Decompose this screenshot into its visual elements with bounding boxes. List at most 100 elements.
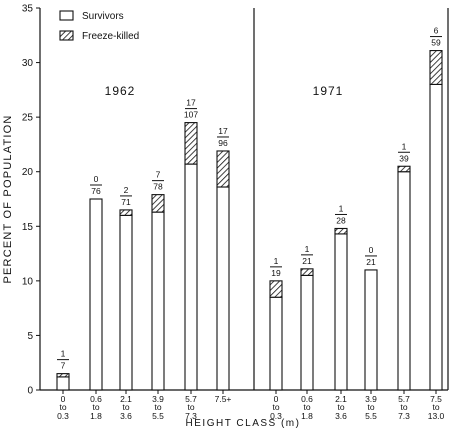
y-tick-label: 25 bbox=[22, 113, 34, 124]
x-tick-label-mid: to bbox=[303, 402, 310, 412]
bar-freeze-killed-1962-0 bbox=[56, 373, 70, 378]
bar-label-numerator: 0 bbox=[369, 245, 374, 255]
x-tick-label-mid: to bbox=[367, 402, 374, 412]
bar-freeze-killed-1971-0 bbox=[269, 280, 283, 298]
bar-label-denominator: 76 bbox=[91, 186, 101, 196]
x-tick-label-top: 3.9 bbox=[152, 394, 164, 404]
x-tick-label-mid: to bbox=[272, 402, 279, 412]
panel-title-1971: 1971 bbox=[313, 84, 344, 98]
bar-label-denominator: 39 bbox=[399, 153, 409, 163]
bar-freeze-killed-1962-3 bbox=[151, 194, 165, 213]
y-axis: 0 5 10 15 20 25 30 35 bbox=[22, 4, 40, 397]
bar-label-denominator: 28 bbox=[336, 215, 346, 225]
x-tick-label-mid: to bbox=[92, 402, 99, 412]
y-tick-label: 20 bbox=[22, 167, 34, 178]
bar-label-numerator: 1 bbox=[402, 141, 407, 151]
x-tick-label-bot: 5.5 bbox=[152, 411, 164, 421]
bar-label-denominator: 78 bbox=[153, 182, 163, 192]
bar-survivors-1962-0 bbox=[56, 376, 70, 391]
x-tick-label-mid: to bbox=[122, 402, 129, 412]
x-tick-label-bot: 7.3 bbox=[185, 411, 197, 421]
x-tick-label-mid: to bbox=[432, 402, 439, 412]
bar-freeze-killed-1962-2 bbox=[119, 209, 133, 216]
x-tick-label-bot: 1.8 bbox=[301, 411, 313, 421]
bar-freeze-killed-1971-1 bbox=[300, 268, 314, 276]
x-tick-label-top: 7.5 bbox=[430, 394, 442, 404]
bar-survivors-1971-4 bbox=[397, 171, 411, 391]
x-tick-label-mid: to bbox=[337, 402, 344, 412]
bar-label-numerator: 0 bbox=[94, 174, 99, 184]
legend-survivors-label: Survivors bbox=[82, 11, 124, 22]
bar-survivors-1971-1 bbox=[300, 274, 314, 391]
x-tick-label-top: 5.7 bbox=[398, 394, 410, 404]
x-tick-label-top: 0 bbox=[274, 394, 279, 404]
x-axis-label: HEIGHT CLASS (m) bbox=[186, 418, 301, 429]
bar-label-denominator: 96 bbox=[218, 138, 228, 148]
x-tick-label-mid: to bbox=[59, 402, 66, 412]
x-tick-label-bot: 1.8 bbox=[90, 411, 102, 421]
legend-freeze-killed-label: Freeze-killed bbox=[82, 31, 139, 42]
x-tick-label-bot: 7.3 bbox=[398, 411, 410, 421]
bar-freeze-killed-1971-4 bbox=[397, 165, 411, 173]
x-tick-labels: 0to0.30.6to1.82.1to3.63.9to5.55.7to7.37.… bbox=[57, 390, 445, 421]
bar-label-numerator: 17 bbox=[218, 126, 228, 136]
bar-survivors-1971-0 bbox=[269, 296, 283, 391]
x-tick-label-mid: to bbox=[187, 402, 194, 412]
bar-survivors-1971-3 bbox=[364, 269, 378, 391]
y-tick-label: 30 bbox=[22, 58, 34, 69]
x-tick-label-top: 5.7 bbox=[185, 394, 197, 404]
bar-survivors-1962-1 bbox=[89, 198, 103, 391]
panel-title-1962: 1962 bbox=[105, 84, 136, 98]
x-tick-label-mid: to bbox=[154, 402, 161, 412]
x-tick-label-bot: 0.3 bbox=[270, 411, 282, 421]
legend-freeze-killed-swatch bbox=[59, 30, 74, 41]
bar-label-numerator: 6 bbox=[434, 26, 439, 36]
x-tick-label-top: 3.9 bbox=[365, 394, 377, 404]
bar-label-numerator: 7 bbox=[156, 170, 161, 180]
plot-frame bbox=[39, 8, 449, 391]
bar-survivors-1962-4 bbox=[184, 163, 198, 391]
x-tick-label-bot: 13.0 bbox=[428, 411, 445, 421]
x-tick-label-top: 0.6 bbox=[90, 394, 102, 404]
bar-label-numerator: 17 bbox=[186, 98, 196, 108]
bar-freeze-killed-1971-2 bbox=[334, 227, 348, 235]
y-tick-label: 15 bbox=[22, 222, 34, 233]
x-tick-label-top: 2.1 bbox=[335, 394, 347, 404]
bar-label-numerator: 1 bbox=[61, 349, 66, 359]
legend-survivors-swatch bbox=[59, 10, 74, 21]
x-tick-label-top: 0 bbox=[61, 394, 66, 404]
y-tick-label: 0 bbox=[27, 386, 33, 397]
bar-survivors-1971-5 bbox=[429, 83, 443, 391]
y-tick-label: 5 bbox=[27, 331, 33, 342]
bar-label-denominator: 7 bbox=[61, 361, 66, 371]
bar-survivors-1962-2 bbox=[119, 214, 133, 391]
x-tick-label-bot: 3.6 bbox=[335, 411, 347, 421]
bar-label-numerator: 1 bbox=[339, 203, 344, 213]
y-tick-label: 10 bbox=[22, 276, 34, 287]
y-axis-label: PERCENT OF POPULATION bbox=[2, 114, 14, 283]
bar-freeze-killed-1962-5 bbox=[216, 150, 230, 188]
x-tick-label-top: 7.5+ bbox=[215, 394, 232, 404]
bar-label-numerator: 2 bbox=[124, 185, 129, 195]
bar-label-denominator: 21 bbox=[366, 257, 376, 267]
bar-survivors-1971-2 bbox=[334, 233, 348, 391]
bar-label-denominator: 71 bbox=[121, 197, 131, 207]
bar-label-numerator: 1 bbox=[305, 244, 310, 254]
bar-survivors-1962-3 bbox=[151, 211, 165, 391]
bar-label-denominator: 19 bbox=[271, 268, 281, 278]
bar-label-denominator: 59 bbox=[431, 38, 441, 48]
bar-label-denominator: 21 bbox=[302, 256, 312, 266]
x-tick-label-top: 2.1 bbox=[120, 394, 132, 404]
bar-label-denominator: 107 bbox=[184, 110, 198, 120]
y-tick-label: 35 bbox=[22, 4, 34, 15]
x-tick-label-bot: 5.5 bbox=[365, 411, 377, 421]
legend: Survivors Freeze-killed bbox=[59, 10, 139, 42]
x-tick-label-top: 0.6 bbox=[301, 394, 313, 404]
bar-freeze-killed-1971-5 bbox=[429, 50, 443, 85]
bar-survivors-1962-5 bbox=[216, 186, 230, 391]
x-tick-label-mid: to bbox=[400, 402, 407, 412]
bar-freeze-killed-1962-4 bbox=[184, 122, 198, 165]
x-tick-label-bot: 0.3 bbox=[57, 411, 69, 421]
